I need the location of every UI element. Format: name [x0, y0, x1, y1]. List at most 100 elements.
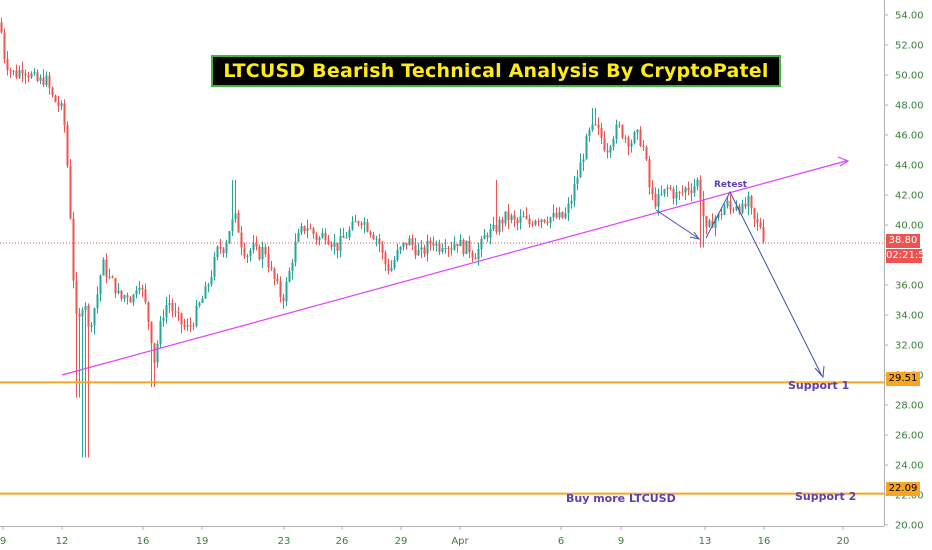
candle-body: [243, 247, 246, 257]
candle-body: [678, 192, 681, 194]
candle-body: [609, 146, 612, 153]
candle-body: [507, 211, 510, 221]
candle-body: [444, 247, 447, 249]
candle-body: [558, 211, 561, 218]
candle-body: [405, 242, 408, 246]
y-tick-label: 40.00: [895, 221, 924, 232]
candle-body: [549, 217, 552, 223]
candle-body: [351, 221, 354, 230]
candle-body: [237, 213, 240, 233]
x-tick-label: 29: [395, 536, 408, 547]
candle-body: [531, 224, 534, 226]
candle-body: [54, 95, 57, 102]
candle-body: [165, 305, 168, 318]
y-tick-label: 54.00: [895, 11, 924, 22]
candle-body: [6, 58, 9, 71]
candle-body: [12, 70, 15, 72]
candle-body: [267, 254, 270, 268]
candle-body: [618, 124, 621, 126]
y-tick-label: 20.00: [895, 521, 924, 532]
candle-body: [471, 252, 474, 258]
y-tick-label: 46.00: [895, 131, 924, 142]
y-tick-label: 50.00: [895, 71, 924, 82]
candle-body: [345, 237, 348, 239]
candle-body: [300, 226, 303, 233]
y-tick-label: 52.00: [895, 41, 924, 52]
support-1-price-tag: 29.51: [886, 372, 920, 386]
candle-body: [285, 281, 288, 302]
candle-body: [681, 192, 684, 194]
candle-body: [348, 229, 351, 238]
candle-body: [441, 248, 444, 252]
candle-body: [381, 244, 384, 253]
candle-body: [57, 101, 60, 107]
candle-body: [714, 217, 717, 228]
x-tick-label: 16: [758, 536, 771, 547]
candle-body: [717, 214, 720, 218]
candle-body: [561, 211, 564, 218]
candle-body: [240, 232, 243, 248]
x-tick-label: 9: [0, 536, 6, 547]
candle-body: [129, 297, 132, 303]
candle-body: [450, 248, 453, 250]
candle-body: [366, 222, 369, 232]
x-tick-label: Apr: [451, 536, 469, 547]
candle-body: [705, 216, 708, 227]
candle-body: [513, 215, 516, 220]
candle-body: [141, 287, 144, 290]
candle-body: [207, 284, 210, 287]
candle-body: [408, 238, 411, 246]
candle-body: [99, 275, 102, 295]
candle-body: [183, 324, 186, 327]
candle-body: [321, 232, 324, 238]
candle-body: [3, 32, 6, 59]
candle-body: [720, 214, 723, 216]
candle-body: [540, 219, 543, 222]
candle-body: [168, 303, 171, 306]
candle-body: [420, 247, 423, 250]
candle-body: [648, 159, 651, 188]
candle-body: [753, 208, 756, 219]
candle-body: [105, 259, 108, 278]
candle-body: [327, 240, 330, 245]
buy-more-annotation: Buy more LTCUSD: [566, 492, 676, 505]
candle-body: [537, 220, 540, 222]
candle-body: [51, 87, 54, 96]
candle-body: [693, 186, 696, 193]
candle-body: [645, 147, 648, 160]
candle-body: [597, 124, 600, 128]
candle-body: [750, 195, 753, 209]
candle-body: [123, 295, 126, 299]
candle-body: [393, 260, 396, 269]
x-tick-label: 19: [196, 536, 209, 547]
candle-body: [45, 75, 48, 85]
candle-body: [627, 137, 630, 147]
candle-body: [336, 242, 339, 251]
candle-body: [312, 228, 315, 235]
candle-body: [651, 187, 654, 194]
candle-body: [30, 73, 33, 78]
candle-body: [270, 267, 273, 269]
candle-body: [258, 246, 261, 260]
candle-body: [528, 218, 531, 225]
candle-body: [621, 125, 624, 138]
y-tick-label: 32.00: [895, 341, 924, 352]
candle-body: [468, 240, 471, 253]
candle-body: [435, 243, 438, 246]
candle-body: [447, 247, 450, 249]
candle-body: [591, 124, 594, 130]
candle-body: [81, 310, 84, 317]
candle-body: [417, 249, 420, 256]
candle-body: [0, 22, 3, 33]
candle-body: [456, 243, 459, 247]
candle-body: [459, 240, 462, 247]
candle-body: [249, 250, 252, 256]
candle-body: [603, 137, 606, 151]
candle-body: [234, 213, 237, 220]
candle-body: [762, 227, 765, 242]
trend-line-arrowhead: [837, 156, 850, 167]
candle-body: [90, 325, 93, 327]
support-2-label: Support 2: [795, 490, 857, 503]
x-tick-label: 16: [137, 536, 150, 547]
